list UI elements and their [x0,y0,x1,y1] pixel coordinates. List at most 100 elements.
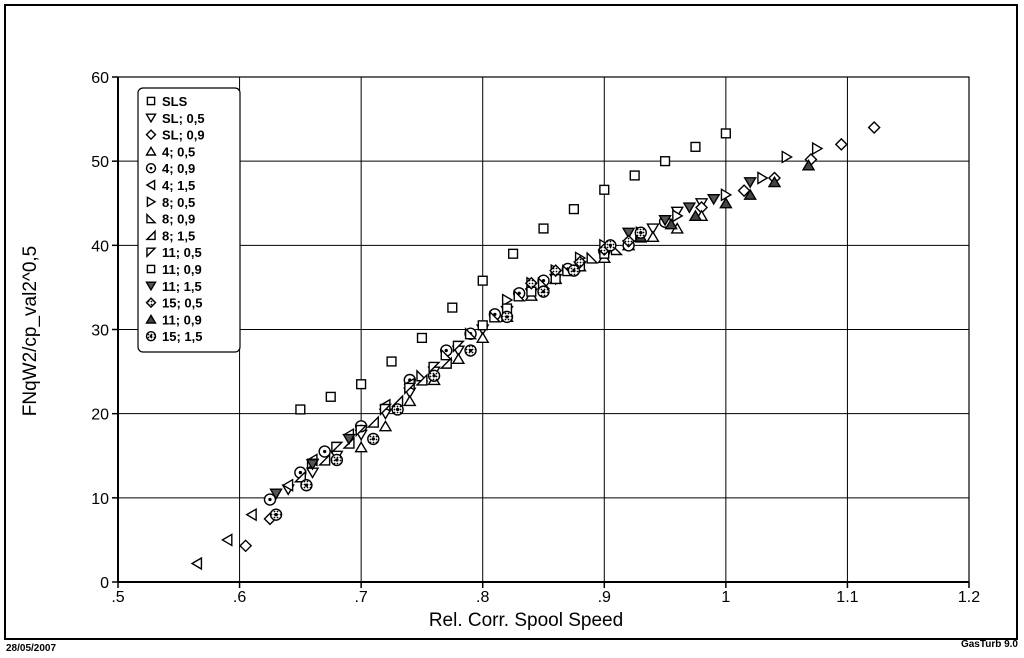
data-point [834,137,848,151]
legend-marker [146,264,156,274]
series-2 [281,198,709,496]
x-tick-label: .7 [354,589,367,606]
data-point [801,159,816,171]
data-point [622,234,636,248]
x-axis-label: Rel. Corr. Spool Speed [429,610,623,631]
data-point [477,320,488,331]
legend-label: 8; 0,5 [162,195,195,210]
data-point [239,539,253,553]
legend-entry: 15; 0,5 [145,296,202,311]
x-tick-label: .5 [111,589,124,606]
data-point [464,344,477,357]
data-point [568,204,579,215]
data-point [269,508,283,521]
legend-label: 11; 0,5 [162,245,202,260]
data-point [415,373,428,386]
series-15 [269,226,647,521]
data-point [475,331,490,344]
legend-marker [146,96,156,106]
legend-marker [145,113,157,124]
legend-marker [145,281,157,292]
legend-entry: 15; 1,5 [145,329,202,344]
legend: SLS SL; 0,5 SL; 0,94; 0,5 4; 0,9 4; 1,5 8; 0,… [137,87,241,353]
x-tick-label: 1 [721,589,730,606]
data-point [664,217,678,230]
legend-label: SL; 0,5 [162,111,205,126]
data-point [330,453,344,467]
data-point [567,264,581,277]
data-point [621,227,636,240]
data-point [508,248,519,259]
scatter-chart: .5 .6 .7 .8 .9 1 1.1 1.2 0 10 20 30 40 50 60 SLS SL; 0,… [20,70,980,631]
data-points [190,121,881,571]
data-point [604,239,617,252]
data-point [538,223,549,234]
data-point [682,202,697,214]
data-point [867,121,881,134]
series-3 [239,121,881,553]
data-point [737,184,751,198]
data-point [281,478,294,492]
data-point [386,356,397,367]
legend-marker [146,196,157,208]
data-point [331,441,344,454]
legend-marker [145,129,157,141]
footer-date: 28/05/2007 [6,643,57,654]
x-tick-label: 1.1 [836,589,858,606]
data-point [586,251,599,264]
legend-label: 8; 0,9 [162,212,195,227]
data-point [781,150,793,164]
legend-marker [146,247,157,258]
x-tick-label: .6 [233,589,246,606]
legend-label: 4; 0,9 [162,161,195,176]
legend-entry: 4; 1,5 [145,178,195,193]
data-point [391,403,404,416]
data-point [646,230,660,243]
legend-marker [145,179,156,191]
legend-label: 4; 0,5 [162,144,195,159]
data-point [549,264,563,278]
legend-marker [146,212,157,224]
data-point [743,188,757,200]
chart-frame: .5 .6 .7 .8 .9 1 1.1 1.2 0 10 20 30 40 50 60 SLS SL; 0,… [4,4,1018,640]
data-point [190,556,203,571]
data-point [318,445,331,458]
y-tick-label: 0 [100,575,109,592]
data-point [757,171,769,185]
legend-label: 15; 0,5 [162,296,202,311]
legend-entry: 11; 0,5 [146,245,202,260]
y-tick-label: 40 [91,238,109,255]
data-point [501,293,514,307]
data-point [403,394,417,407]
legend-label: 4; 1,5 [162,178,195,193]
series-14 [634,159,816,243]
legend-marker [145,297,157,309]
y-tick-label: 20 [91,407,109,424]
x-tick-label: .9 [598,589,611,606]
data-point [573,255,587,269]
data-point [325,391,336,402]
data-point [658,214,672,227]
data-point [263,493,277,506]
legend-marker [145,145,157,156]
data-point [318,453,331,466]
legend-entry: 8; 1,5 [145,228,195,243]
series-13 [524,234,636,290]
data-point [221,533,233,547]
data-point [646,223,660,235]
axes: .5 .6 .7 .8 .9 1 1.1 1.2 0 10 20 30 40 50 60 [91,70,980,606]
legend-entry: SL; 0,5 [145,111,205,126]
data-point [293,470,307,483]
y-axis-label: FNqW2/cp_val2^0,5 [20,246,41,417]
data-point [269,488,283,500]
legend-label: 11; 0,9 [162,312,202,327]
legend-marker [145,162,157,174]
grid [117,76,970,583]
data-point [477,275,488,286]
data-point [367,432,380,446]
legend-marker [145,331,157,342]
series-10 [306,340,466,471]
data-point [599,184,610,195]
data-point [811,141,824,156]
data-point [500,310,514,324]
